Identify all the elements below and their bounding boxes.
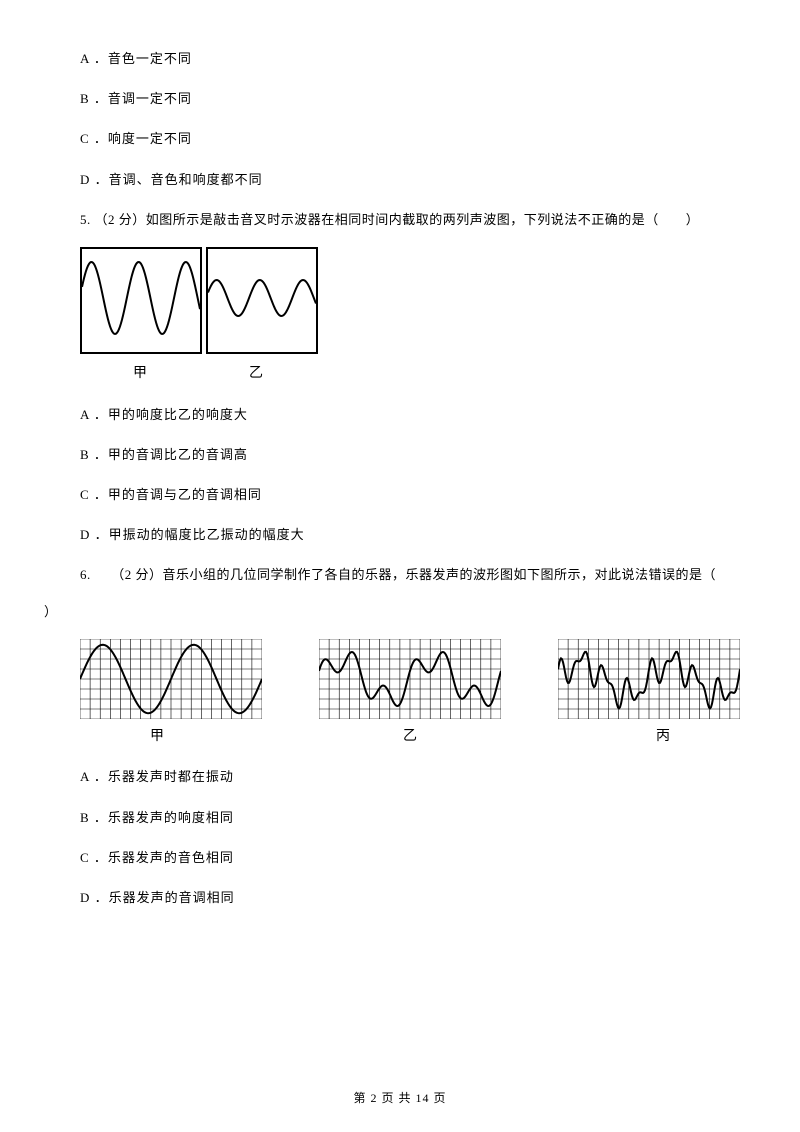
q6-option-a: A ．乐器发声时都在振动 bbox=[80, 768, 740, 786]
q6-option-d: D ．乐器发声的音调相同 bbox=[80, 889, 740, 907]
q5-option-b: B ．甲的音调比乙的音调高 bbox=[80, 446, 740, 464]
q6-option-b: B ．乐器发声的响度相同 bbox=[80, 809, 740, 827]
q5-wave-yi bbox=[206, 247, 318, 354]
q6-wave-yi bbox=[319, 639, 501, 719]
q6-label-bing: 丙 bbox=[656, 727, 670, 747]
q4-option-d: D ．音调、音色和响度都不同 bbox=[80, 171, 740, 189]
q5-labels: 甲 乙 bbox=[80, 364, 740, 384]
q5-stem: 5. （2 分）如图所示是敲击音叉时示波器在相同时间内截取的两列声波图，下列说法… bbox=[80, 211, 740, 229]
q4-option-b: B ．音调一定不同 bbox=[80, 90, 740, 108]
q6-stem-trail: ） bbox=[44, 603, 740, 621]
q6-label-jia: 甲 bbox=[150, 727, 164, 747]
q5-option-a: A ．甲的响度比乙的响度大 bbox=[80, 406, 740, 424]
q6-wave-bing bbox=[558, 639, 740, 719]
page-footer: 第 2 页 共 14 页 bbox=[0, 1090, 800, 1107]
q6-option-c: C ．乐器发声的音色相同 bbox=[80, 849, 740, 867]
q5-label-jia: 甲 bbox=[80, 364, 200, 384]
q6-stem: 6. （2 分）音乐小组的几位同学制作了各自的乐器，乐器发声的波形图如下图所示，… bbox=[80, 566, 740, 584]
q6-labels: 甲 乙 丙 bbox=[80, 727, 740, 747]
q6-wave-jia bbox=[80, 639, 262, 719]
q4-option-c: C ．响度一定不同 bbox=[80, 130, 740, 148]
q6-triple-waves bbox=[80, 639, 740, 719]
q5-option-c: C ．甲的音调与乙的音调相同 bbox=[80, 486, 740, 504]
q5-option-d: D ．甲振动的幅度比乙振动的幅度大 bbox=[80, 526, 740, 544]
q5-wave-pair bbox=[80, 247, 740, 354]
q6-label-yi: 乙 bbox=[403, 727, 417, 747]
q5-wave-jia bbox=[80, 247, 202, 354]
q5-label-yi: 乙 bbox=[200, 364, 312, 384]
q4-option-a: A ．音色一定不同 bbox=[80, 50, 740, 68]
